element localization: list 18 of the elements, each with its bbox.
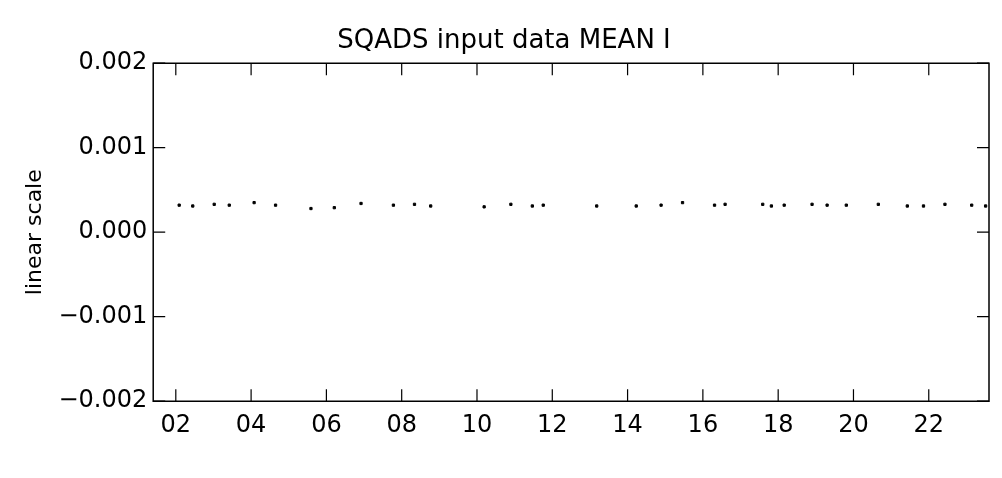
x-tick-label: 16 — [687, 409, 719, 438]
y-tick-label: 0.000 — [78, 216, 148, 245]
x-tick-label: 02 — [160, 409, 192, 438]
chart-title: SQADS input data MEAN I — [337, 24, 671, 55]
x-tick-label: 10 — [461, 409, 493, 438]
x-tick-label: 18 — [762, 409, 794, 438]
x-tick-label: 14 — [612, 409, 643, 438]
x-tick-label: 12 — [537, 409, 568, 438]
y-axis-title: linear scale — [20, 169, 46, 296]
x-tick-label: 06 — [311, 409, 342, 438]
y-tick-label: −0.001 — [58, 300, 148, 329]
y-tick-label: −0.002 — [58, 385, 148, 414]
x-tick-label: 04 — [235, 409, 267, 438]
x-tick-label: 08 — [386, 409, 417, 438]
x-tick-label: 20 — [838, 409, 869, 438]
y-tick-label: 0.001 — [78, 131, 148, 160]
y-tick-label: 0.002 — [78, 47, 148, 76]
x-tick-label: 22 — [913, 409, 945, 438]
